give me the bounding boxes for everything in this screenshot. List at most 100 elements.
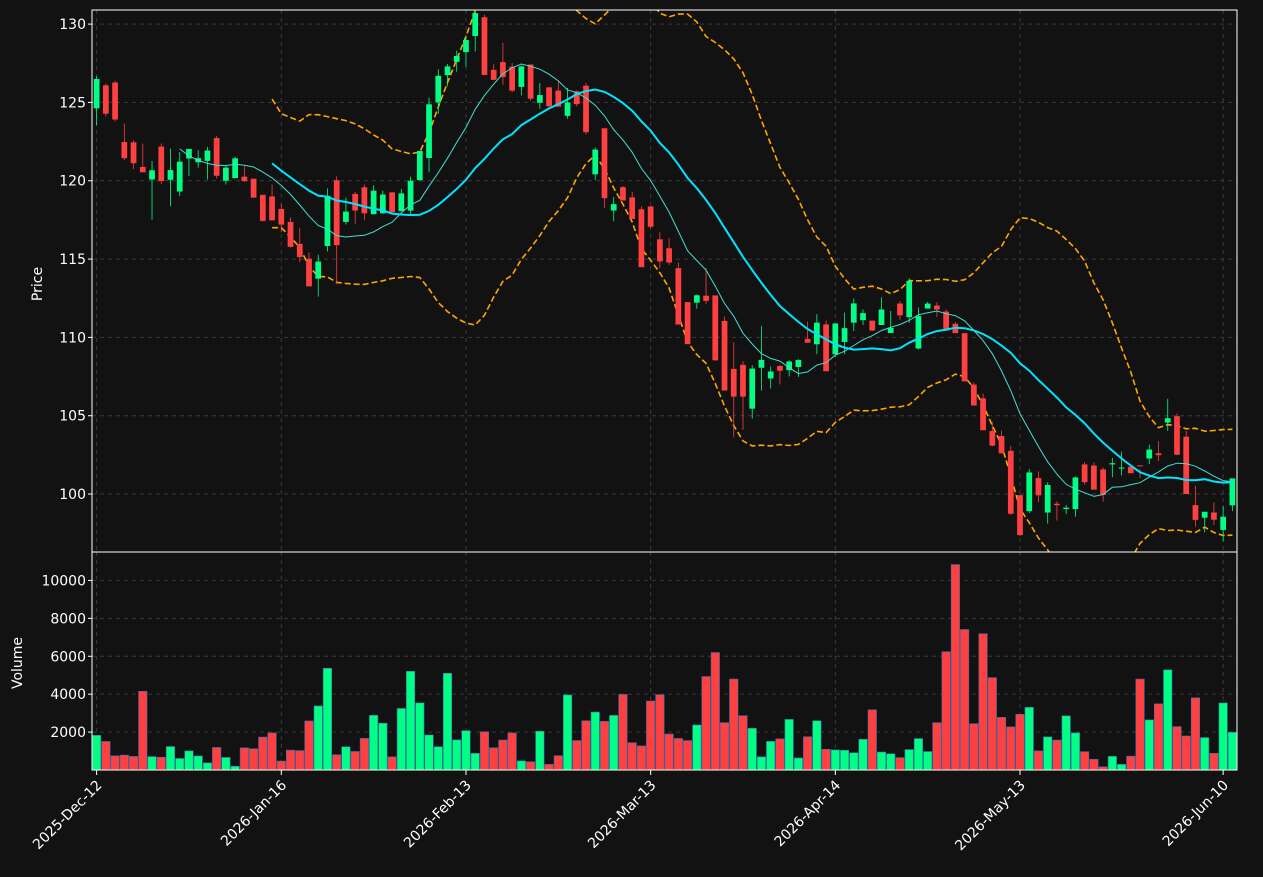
candle-body — [315, 261, 322, 279]
volume-bar — [433, 746, 443, 770]
volume-bar — [784, 719, 794, 770]
volume-bar — [747, 727, 757, 770]
lower-band-line — [272, 154, 1233, 552]
candle-body — [463, 40, 469, 53]
candle-body — [998, 436, 1005, 454]
candle-body — [970, 384, 977, 406]
candle-body — [823, 324, 829, 372]
price-tick-label: 105 — [59, 409, 86, 425]
volume-bar — [489, 747, 499, 770]
candle-body — [693, 295, 700, 303]
volume-frame — [91, 551, 1238, 771]
volume-bar — [239, 747, 249, 770]
price-tick-label: 115 — [59, 252, 86, 268]
volume-bar — [295, 750, 305, 770]
volume-bar — [1144, 719, 1154, 770]
volume-bar — [267, 732, 277, 770]
volume-bar — [1163, 669, 1173, 770]
candle-body — [1127, 466, 1134, 474]
volume-bar — [941, 651, 951, 770]
volume-bar — [553, 755, 563, 770]
volume-bar — [119, 754, 129, 770]
candle-body — [795, 359, 802, 367]
candle-body — [306, 258, 312, 287]
candle-body — [223, 167, 229, 181]
candle-body — [536, 95, 543, 103]
volume-bar — [969, 723, 979, 770]
candle-body — [407, 180, 414, 211]
volume-bar — [341, 746, 351, 770]
price-tick-label: 125 — [59, 95, 86, 111]
volume-bar — [156, 756, 166, 770]
volume-bar — [701, 676, 711, 770]
volume-bar — [710, 652, 720, 770]
candle-body — [380, 194, 386, 214]
candle-body — [786, 361, 793, 371]
candle-body — [102, 85, 109, 114]
candle-body — [601, 128, 608, 199]
candle-body — [712, 295, 719, 361]
candle-body — [278, 208, 285, 225]
volume-bar — [313, 705, 323, 770]
candle-body — [398, 193, 405, 212]
candle-body — [426, 104, 432, 159]
volume-bar — [821, 749, 831, 770]
volume-bar — [1209, 753, 1219, 770]
candle-body — [500, 62, 506, 78]
candle-body — [583, 85, 589, 133]
volume-bar — [101, 741, 111, 770]
volume-bar — [387, 756, 397, 770]
volume-bar — [895, 757, 905, 770]
candle-body — [1007, 450, 1014, 514]
candle-body — [1174, 416, 1180, 455]
volume-tick-label: 6000 — [50, 649, 86, 665]
candle-body — [1118, 467, 1125, 469]
candle-body — [1155, 453, 1162, 456]
candle-body — [555, 90, 562, 107]
volume-bar — [627, 742, 637, 770]
volume-bar — [775, 738, 785, 770]
volume-bar — [1098, 766, 1108, 770]
candle-body — [416, 150, 423, 181]
candle-body — [324, 195, 331, 247]
volume-bar — [719, 722, 730, 770]
volume-bar — [673, 738, 683, 770]
volume-bar — [978, 633, 988, 770]
volume-bar — [526, 761, 536, 770]
volume-bar — [738, 715, 748, 770]
volume-tick-label: 4000 — [50, 687, 86, 703]
price-tick-label: 120 — [59, 174, 86, 190]
candle-body — [1081, 464, 1088, 483]
candle-body — [887, 327, 894, 334]
volume-bar — [1107, 756, 1117, 770]
price-tick-label: 110 — [59, 330, 86, 346]
volume-bar — [285, 749, 296, 770]
volume-bar — [1135, 678, 1145, 770]
volume-bar — [1052, 739, 1062, 770]
volume-bar — [396, 708, 406, 770]
candle-body — [435, 75, 442, 103]
candle-body — [1026, 472, 1033, 512]
volume-bar — [479, 731, 489, 770]
volume-bar — [507, 732, 517, 770]
candle-body — [592, 149, 599, 175]
volume-bar — [572, 740, 582, 770]
candle-body — [1192, 505, 1199, 520]
candle-body — [989, 431, 996, 446]
volume-bar — [766, 741, 776, 770]
candle-body — [758, 359, 765, 368]
candle-body — [250, 178, 257, 198]
candle-body — [675, 268, 682, 325]
candle-body — [703, 295, 709, 301]
volume-bar — [1089, 758, 1099, 770]
candle-body — [620, 187, 626, 201]
candle-body — [121, 142, 128, 159]
volume-bar — [1153, 703, 1164, 770]
candle-body — [1017, 495, 1023, 536]
candle-body — [860, 313, 866, 321]
volume-bar — [193, 755, 203, 770]
volume-tick-label: 8000 — [50, 611, 86, 627]
candle-body — [1063, 507, 1070, 510]
volume-bar — [830, 749, 840, 770]
